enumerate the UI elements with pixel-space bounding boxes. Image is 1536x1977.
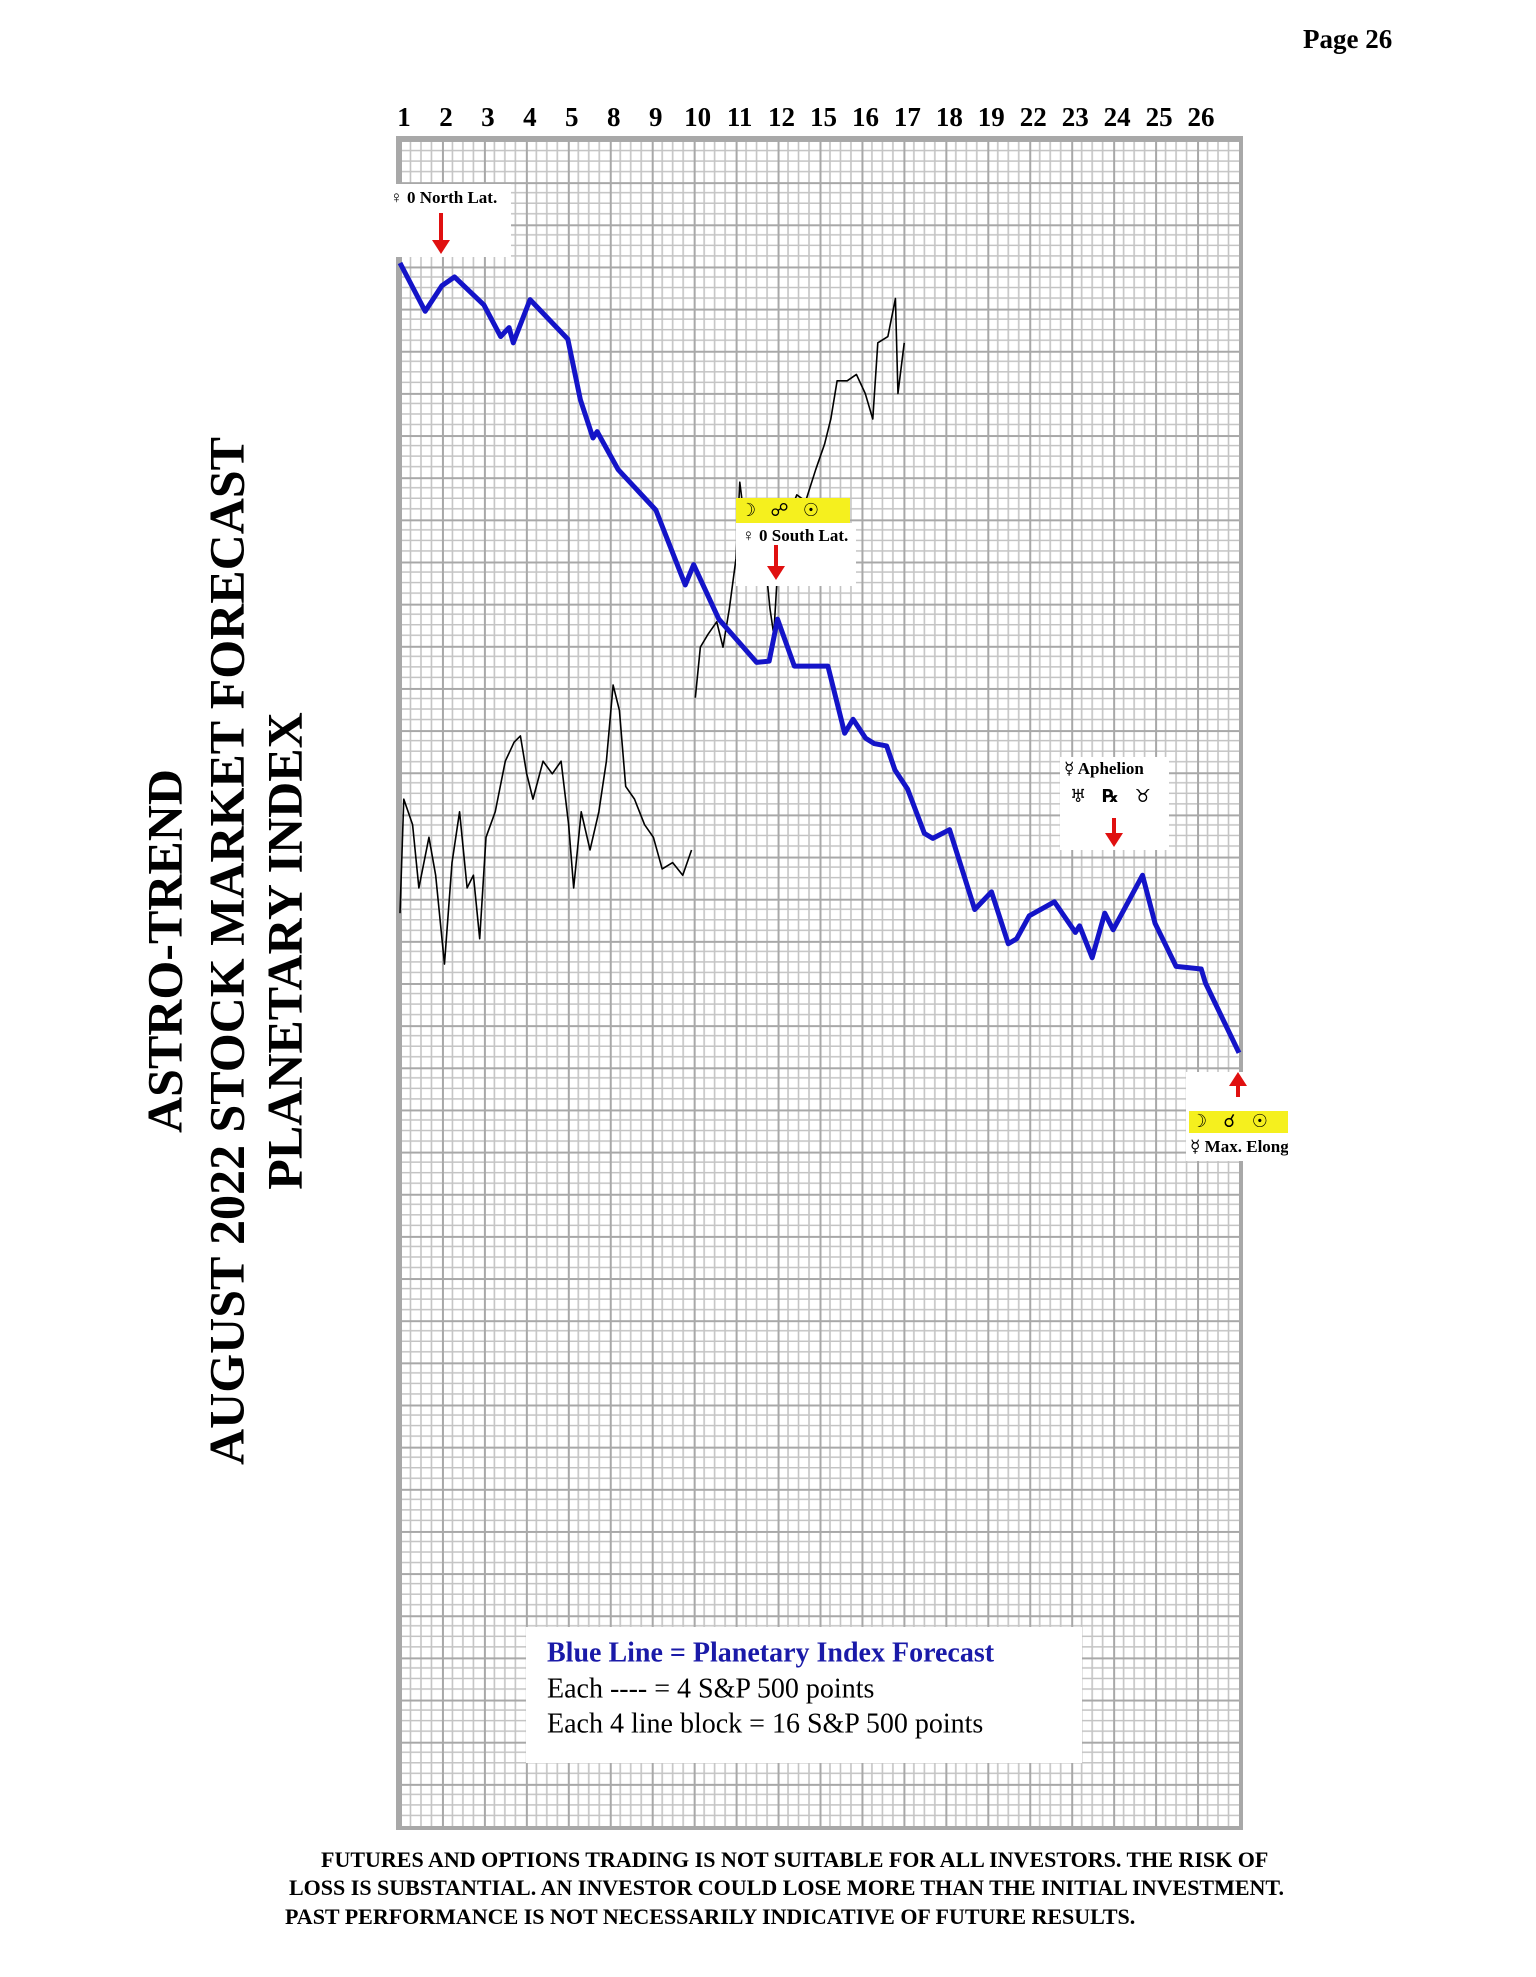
page-number: Page 26	[1303, 24, 1392, 54]
x-tick-label: 22	[1020, 102, 1047, 132]
x-tick-label: 8	[607, 102, 621, 132]
annotation-highlight	[1189, 1111, 1288, 1133]
annotation-highlight	[736, 498, 850, 523]
legend-note: Each ---- = 4 S&P 500 points	[547, 1673, 874, 1704]
disclaimer: FUTURES AND OPTIONS TRADING IS NOT SUITA…	[321, 1847, 1268, 1872]
annotation-text: ☿ Aphelion	[1064, 759, 1144, 778]
annotation-arrowhead	[1229, 1072, 1247, 1086]
disclaimer: PAST PERFORMANCE IS NOT NECESSARILY INDI…	[285, 1904, 1135, 1929]
legend-entry: Blue Line = Planetary Index Forecast	[547, 1637, 995, 1668]
legend-note: Each 4 line block = 16 S&P 500 points	[547, 1708, 983, 1739]
annotation-text: ♀ 0 North Lat.	[390, 188, 497, 207]
x-tick-label: 2	[439, 102, 453, 132]
x-tick-label: 26	[1188, 102, 1215, 132]
x-tick-label: 17	[894, 102, 921, 132]
x-tick-label: 24	[1104, 102, 1131, 132]
annotation-arrowhead	[1105, 833, 1123, 847]
annotation-box	[736, 523, 856, 586]
chart-title: ASTRO-TREND	[136, 769, 192, 1133]
chart-title: PLANETARY INDEX	[256, 712, 312, 1189]
forecast-line	[397, 261, 1242, 1054]
annotation-arrowhead	[432, 240, 450, 254]
annotation-symbols: ☽ ☌ ☉	[1191, 1111, 1268, 1132]
annotation-arrowhead	[767, 566, 785, 580]
annotation-text: ♀ 0 South Lat.	[742, 526, 848, 545]
x-tick-label: 16	[852, 102, 879, 132]
chart-title: AUGUST 2022 STOCK MARKET FORECAST	[198, 437, 254, 1465]
x-tick-label: 25	[1146, 102, 1173, 132]
annotation-symbols: ♅ ℞ ♉	[1070, 786, 1151, 807]
x-tick-label: 18	[936, 102, 963, 132]
x-tick-label: 12	[768, 102, 795, 132]
x-tick-label: 15	[810, 102, 837, 132]
legend-box	[526, 1627, 1082, 1763]
title-group: ASTRO-TREND AUGUST 2022 STOCK MARKET FOR…	[136, 437, 312, 1465]
annotation-box	[387, 184, 511, 257]
annotation-text: ☿ Max. Elong	[1190, 1137, 1289, 1156]
annotation-symbols: ☽ ☍ ☉	[740, 500, 819, 521]
x-tick-label: 1	[397, 102, 411, 132]
x-tick-label: 3	[481, 102, 495, 132]
x-tick-label: 23	[1062, 102, 1089, 132]
x-tick-label: 5	[565, 102, 579, 132]
x-tick-label: 9	[649, 102, 663, 132]
x-tick-label: 19	[978, 102, 1005, 132]
x-tick-label: 11	[727, 102, 753, 132]
x-tick-label: 10	[684, 102, 711, 132]
disclaimer: LOSS IS SUBSTANTIAL. AN INVESTOR COULD L…	[289, 1875, 1284, 1900]
x-tick-label: 4	[523, 102, 537, 132]
grid-background	[396, 136, 1243, 1830]
